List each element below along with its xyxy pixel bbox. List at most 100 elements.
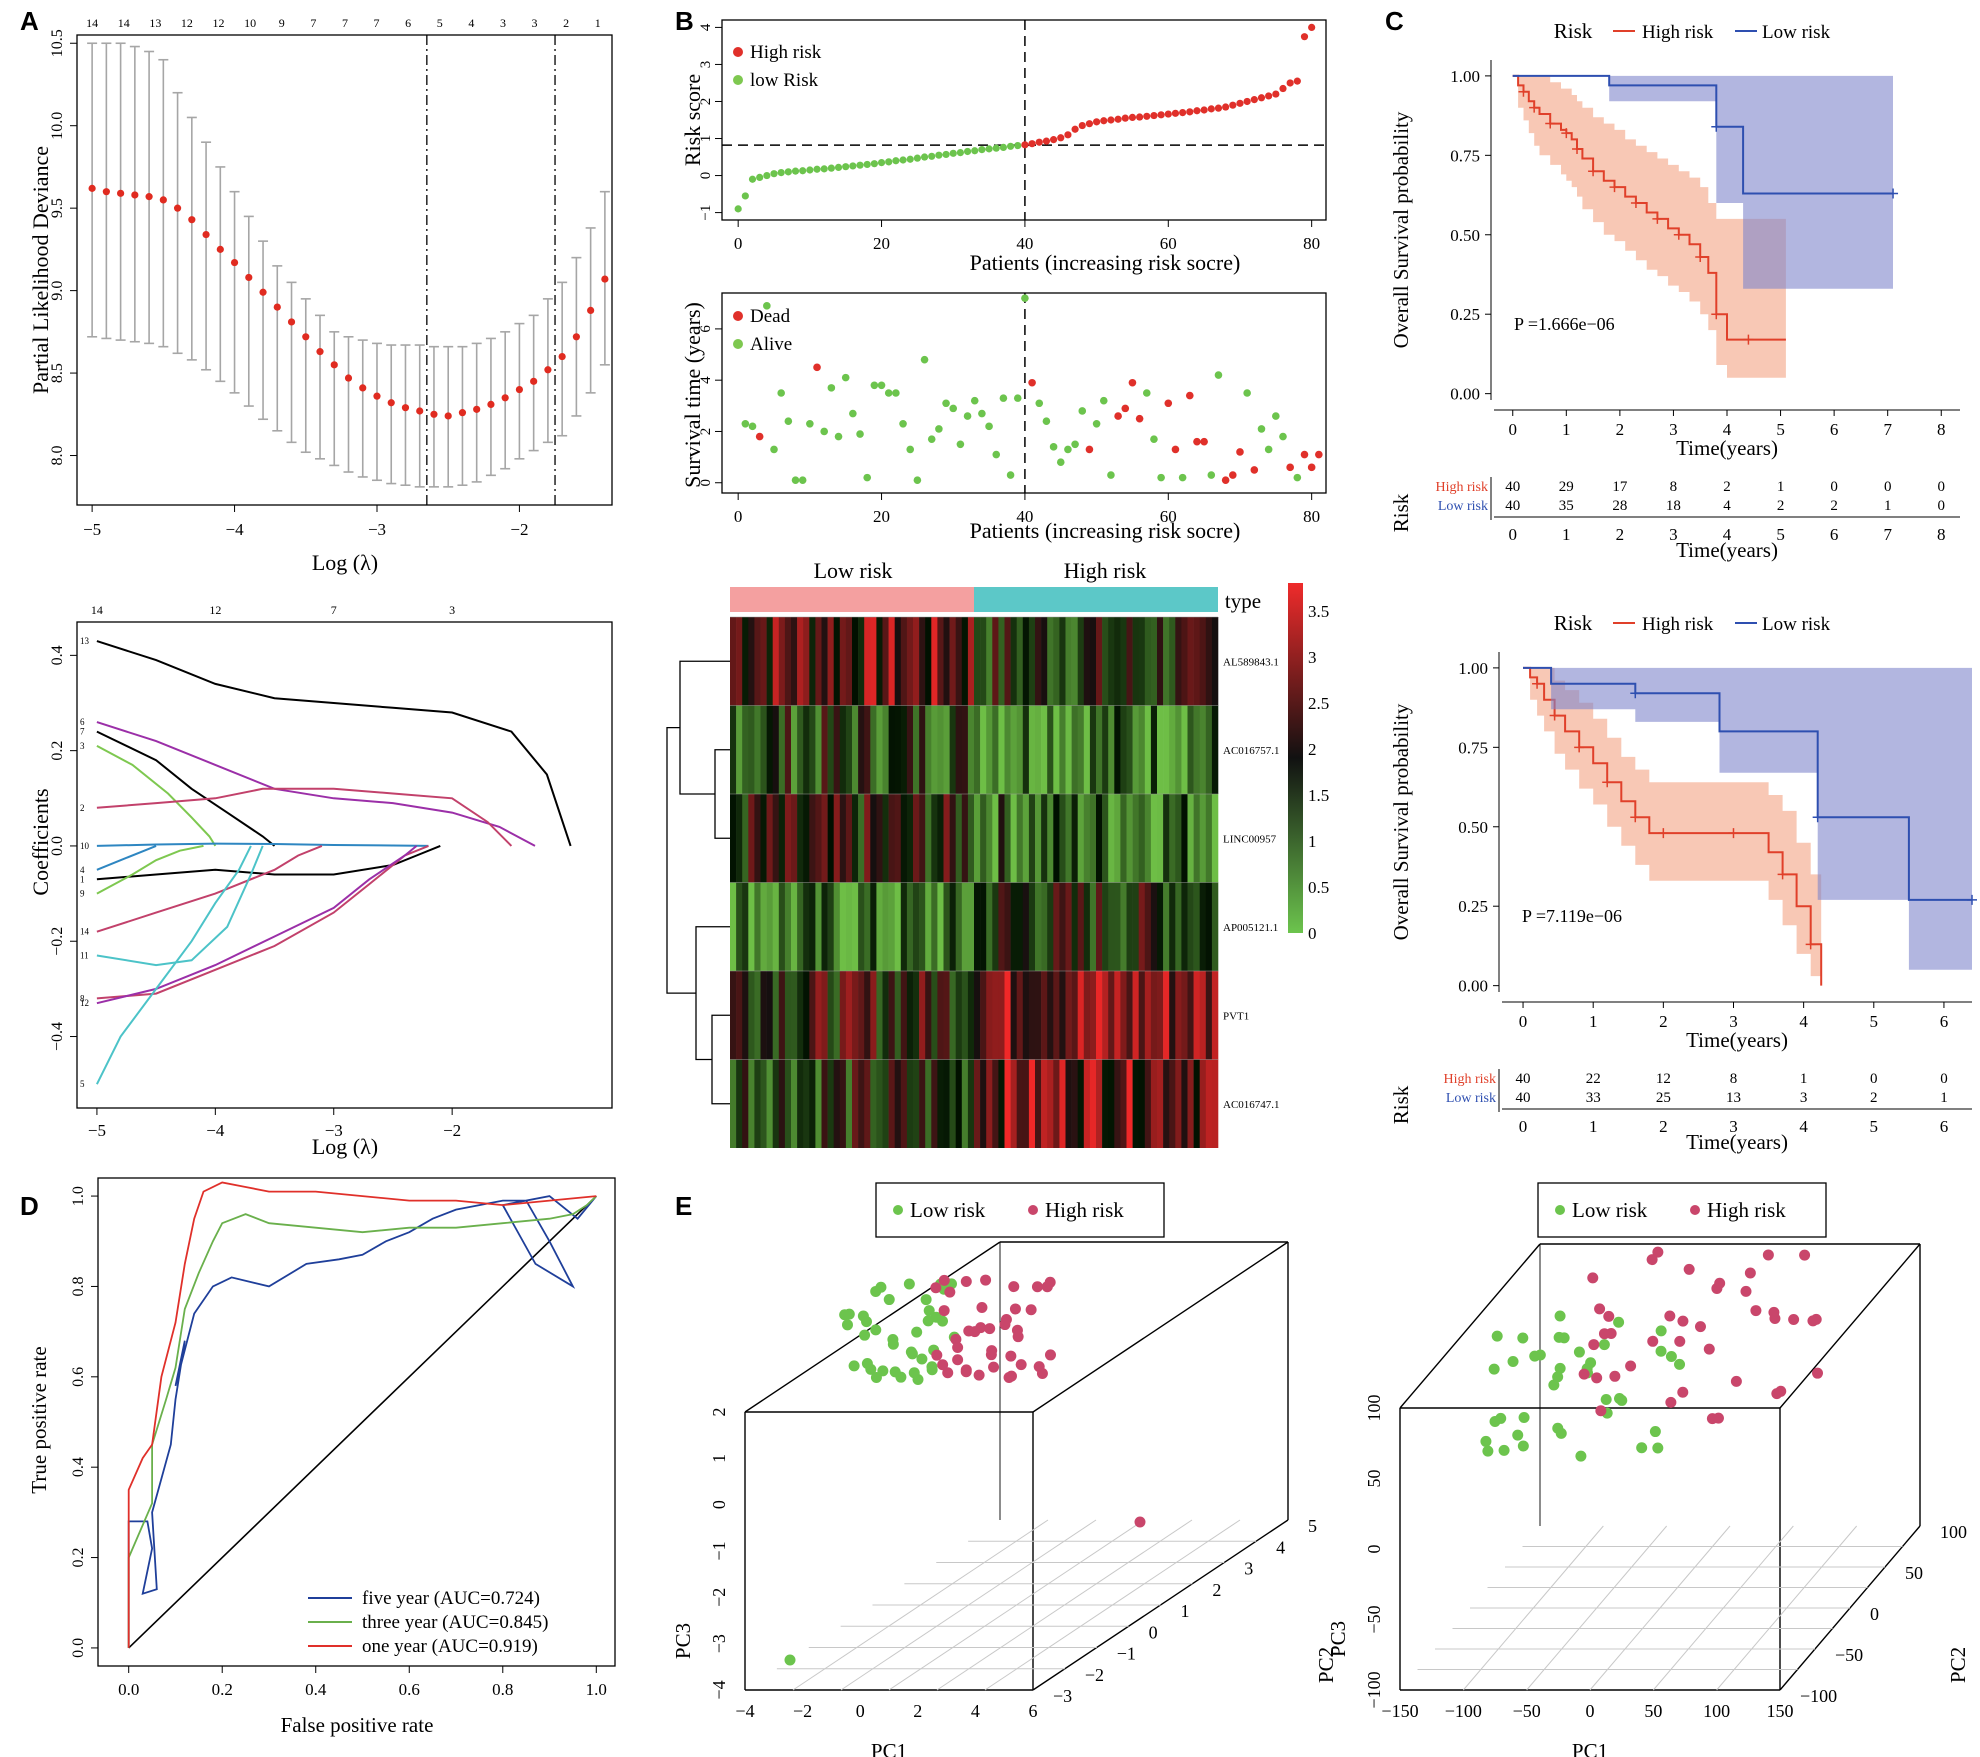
y-axis-label: Overall Survival probability <box>1389 111 1413 348</box>
heatmap-cell <box>852 705 859 794</box>
heatmap-cell <box>791 882 798 971</box>
heatmap-cell <box>821 1059 828 1148</box>
risk-point <box>827 164 835 172</box>
pca-point-high <box>1005 1370 1017 1382</box>
heatmap-cell <box>894 617 902 706</box>
pca-point-low <box>1512 1429 1524 1441</box>
heatmap-cell <box>986 1059 993 1148</box>
pca-point-high <box>1664 1310 1676 1322</box>
heatmap-cell <box>1193 882 1200 971</box>
censor-mark <box>1673 229 1684 240</box>
y-tick-label: 0.25 <box>1458 897 1488 916</box>
heatmap-cell <box>1163 1059 1170 1148</box>
heatmap-cell <box>1022 705 1030 794</box>
heatmap-cell <box>1096 971 1103 1060</box>
heatmap-cell <box>815 705 822 794</box>
survival-point <box>899 419 907 428</box>
heatmap-cell <box>760 794 767 883</box>
risk-count: 1 <box>1777 479 1785 495</box>
legend-label: Low risk <box>1762 614 1831 635</box>
deviance-point <box>145 193 153 201</box>
survival-point <box>999 394 1008 402</box>
floor-grid <box>1462 1525 1604 1691</box>
pca-point-high <box>986 1345 998 1357</box>
heatmap-cell <box>864 971 871 1060</box>
heatmap-cell <box>894 794 902 883</box>
x-tick-label: −4 <box>206 1121 225 1140</box>
heatmap-cell <box>1077 794 1085 883</box>
risk-count: 8 <box>1730 1071 1738 1087</box>
heatmap-cell <box>1193 705 1200 794</box>
x-tick-label: 5 <box>1870 1117 1879 1136</box>
y-tick-label: 0.4 <box>70 1457 87 1477</box>
heatmap-cell <box>1089 971 1097 1060</box>
risk-point <box>870 160 878 168</box>
heatmap-cell <box>1175 1059 1182 1148</box>
risk-point <box>1064 131 1072 139</box>
heatmap-cell <box>742 971 749 1060</box>
heatmap-cell <box>821 705 828 794</box>
heatmap-cell <box>784 882 792 971</box>
legend-title: Risk <box>1554 611 1593 635</box>
survival-point <box>827 384 836 392</box>
x-tick-label: 4 <box>971 1701 980 1721</box>
heatmap-cell <box>992 971 999 1060</box>
risk-point <box>935 151 943 159</box>
top-tick-label: 13 <box>149 16 161 30</box>
heatmap-cell <box>1108 882 1115 971</box>
coef-path <box>96 745 217 847</box>
heatmap-cell <box>1065 882 1072 971</box>
survival-point <box>1099 396 1108 405</box>
heatmap-cell <box>821 617 828 706</box>
pca-legend <box>875 1182 1165 1238</box>
heatmap-cell <box>845 971 853 1060</box>
survival-point <box>806 419 814 428</box>
x-tick-label: 0 <box>1519 1117 1528 1136</box>
heatmap-cell <box>730 794 737 883</box>
deviance-point <box>330 361 338 369</box>
heatmap-cell <box>943 882 950 971</box>
risk-score-frame <box>721 19 1327 221</box>
top-tick-label: 10 <box>244 16 256 30</box>
risk-point <box>820 165 828 173</box>
heatmap-cell <box>961 705 969 794</box>
censor-mark <box>1561 128 1572 139</box>
risk-count: 3 <box>1800 1090 1808 1106</box>
heatmap-cell <box>1150 971 1158 1060</box>
z-tick-label: 5 <box>1308 1516 1317 1536</box>
heatmap-cell <box>955 617 963 706</box>
pca-point-high <box>1033 1361 1045 1373</box>
pca-point-high <box>984 1323 996 1335</box>
heatmap-cell <box>974 794 981 883</box>
heatmap-cell <box>1114 617 1121 706</box>
x-axis-label: Time(years) <box>1676 538 1778 562</box>
row-label: PVT1 <box>1223 1010 1249 1022</box>
pca-point-high <box>1646 1254 1658 1266</box>
heatmap-cell <box>1163 705 1170 794</box>
heatmap-cell <box>967 794 975 883</box>
heatmap-cell <box>1010 882 1017 971</box>
risk-point <box>1035 138 1043 146</box>
heatmap-cell <box>1047 1059 1054 1148</box>
heatmap-cell <box>888 882 895 971</box>
heatmap-cell <box>1102 705 1109 794</box>
heatmap-cell <box>1071 1059 1078 1148</box>
heatmap-cell <box>925 617 932 706</box>
coef-path <box>96 730 276 847</box>
censor-mark <box>1574 742 1585 753</box>
risk-count: 40 <box>1505 479 1520 495</box>
heatmap-cell <box>839 705 847 794</box>
heatmap-cell <box>998 971 1005 1060</box>
row-label: AL589843.1 <box>1223 656 1279 668</box>
censor-mark <box>1518 86 1529 97</box>
pca-point-high <box>1000 1314 1012 1326</box>
x-tick-label: −100 <box>1445 1701 1482 1721</box>
floor-grid <box>1589 1525 1731 1691</box>
x-axis-label: Time(years) <box>1686 1130 1788 1154</box>
floor-grid <box>792 1519 1049 1691</box>
heatmap-cell <box>815 882 822 971</box>
x-tick-label: 60 <box>1160 507 1177 526</box>
heatmap-cell <box>772 971 780 1060</box>
pca-point-low <box>1554 1362 1566 1374</box>
x-tick-label: 40 <box>1016 234 1033 253</box>
